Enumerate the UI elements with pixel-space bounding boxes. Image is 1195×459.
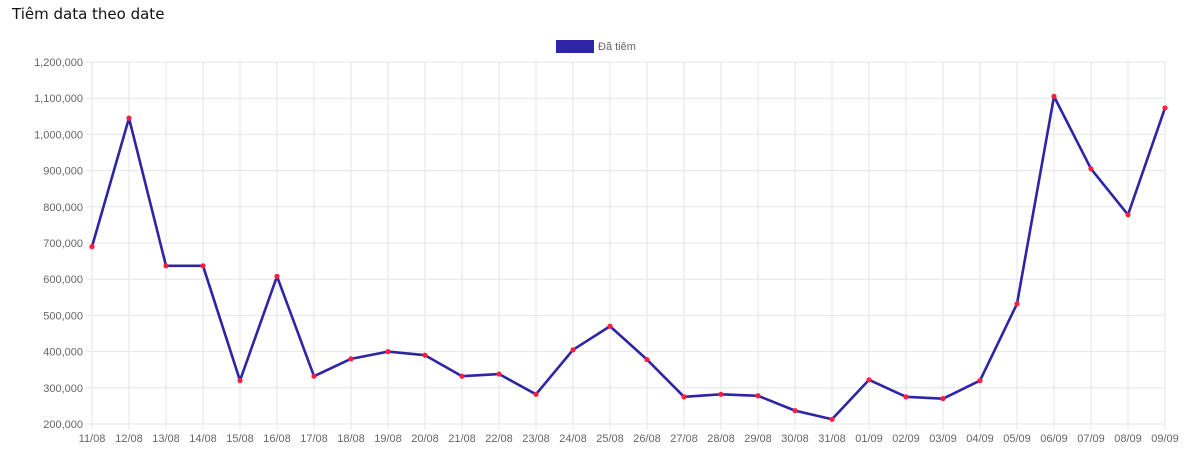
data-point[interactable] [755,393,761,399]
data-point[interactable] [977,377,983,384]
x-tick-label: 20/08 [411,433,439,445]
x-tick-label: 03/09 [929,433,957,445]
data-point[interactable] [718,391,724,397]
data-point[interactable] [829,416,835,422]
y-tick-label: 1,200,000 [34,57,83,69]
y-tick-label: 500,000 [43,310,83,322]
x-tick-label: 09/09 [1151,433,1179,445]
data-point[interactable] [1125,212,1131,218]
page-title: Tiêm data theo date [12,5,165,23]
x-tick-label: 31/08 [818,433,846,445]
data-point[interactable] [570,347,576,353]
data-point[interactable] [903,394,909,400]
chart-series [89,93,1168,422]
y-tick-label: 1,000,000 [34,129,83,141]
x-tick-label: 23/08 [522,433,550,445]
data-point[interactable] [1014,301,1020,307]
data-point[interactable] [866,377,872,383]
data-point[interactable] [496,371,502,377]
x-tick-label: 05/09 [1003,433,1031,445]
series-line [90,95,1167,421]
x-tick-label: 25/08 [596,433,624,445]
data-point[interactable] [200,263,206,269]
data-point[interactable] [1088,166,1094,172]
data-point[interactable] [681,394,687,400]
x-tick-label: 19/08 [374,433,402,445]
x-tick-label: 02/09 [892,433,920,445]
x-tick-label: 24/08 [559,433,587,445]
x-tick-label: 29/08 [744,433,772,445]
y-tick-label: 900,000 [43,166,83,178]
legend-swatch[interactable] [556,40,594,53]
data-point[interactable] [940,396,946,402]
x-tick-label: 17/08 [300,433,328,445]
y-tick-label: 600,000 [43,274,83,286]
y-tick-label: 700,000 [43,238,83,250]
data-point[interactable] [385,349,391,355]
x-tick-label: 16/08 [263,433,291,445]
data-point[interactable] [1162,105,1168,111]
x-tick-label: 26/08 [633,433,661,445]
y-tick-label: 300,000 [43,383,83,395]
data-point[interactable] [459,373,465,379]
data-point[interactable] [311,373,317,379]
x-tick-label: 06/09 [1040,433,1068,445]
x-tick-label: 14/08 [189,433,217,445]
chart-grid [86,61,1166,429]
x-tick-label: 22/08 [485,433,513,445]
chart-legend[interactable]: Đã tiêm [556,40,636,53]
data-point[interactable] [348,356,354,362]
data-point[interactable] [644,356,650,363]
x-tick-label: 15/08 [226,433,254,445]
x-tick-label: 18/08 [337,433,365,445]
data-point[interactable] [237,377,243,384]
y-axis-ticks: 1,200,000 1,100,000 1,000,000 900,000 800,00… [34,57,83,431]
data-point[interactable] [89,244,95,250]
x-tick-label: 21/08 [448,433,476,445]
x-tick-label: 08/09 [1114,433,1142,445]
data-point[interactable] [126,115,132,121]
x-tick-label: 12/08 [115,433,143,445]
x-tick-label: 04/09 [966,433,994,445]
y-tick-label: 800,000 [43,202,83,214]
x-tick-label: 30/08 [781,433,809,445]
x-axis-ticks: 11/08 12/08 13/08 14/08 15/08 16/08 17/08 18/08… [79,433,1179,445]
x-tick-label: 11/08 [79,433,106,445]
x-tick-label: 27/08 [670,433,698,445]
data-point[interactable] [274,273,280,279]
data-point[interactable] [607,323,613,329]
data-point[interactable] [422,352,428,358]
y-tick-label: 400,000 [43,347,83,359]
x-tick-label: 07/09 [1077,433,1105,445]
data-point[interactable] [533,391,539,397]
legend-label[interactable]: Đã tiêm [598,41,636,53]
y-tick-label: 1,100,000 [34,93,83,105]
x-tick-label: 13/08 [152,433,180,445]
data-point[interactable] [1051,93,1057,99]
data-point[interactable] [792,408,798,414]
y-tick-label: 200,000 [43,419,83,431]
x-tick-label: 28/08 [707,433,735,445]
x-tick-label: 01/09 [855,433,883,445]
data-point[interactable] [163,263,169,269]
